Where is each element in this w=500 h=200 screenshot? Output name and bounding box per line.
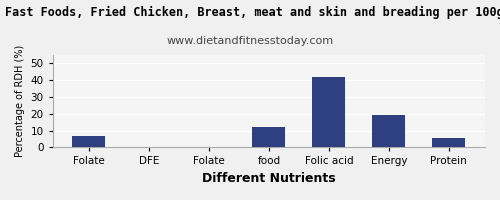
Text: www.dietandfitnesstoday.com: www.dietandfitnesstoday.com <box>166 36 334 46</box>
Bar <box>432 138 466 147</box>
Bar <box>72 136 106 147</box>
Bar <box>252 127 286 147</box>
Y-axis label: Percentage of RDH (%): Percentage of RDH (%) <box>15 45 25 157</box>
Bar <box>312 77 346 147</box>
Bar <box>372 115 406 147</box>
X-axis label: Different Nutrients: Different Nutrients <box>202 172 336 185</box>
Text: Fast Foods, Fried Chicken, Breast, meat and skin and breading per 100g: Fast Foods, Fried Chicken, Breast, meat … <box>5 6 500 19</box>
